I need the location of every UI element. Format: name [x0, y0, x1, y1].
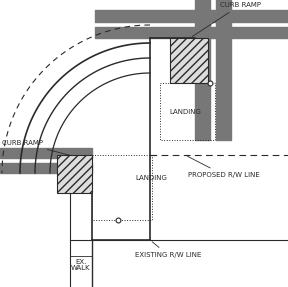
Bar: [170, 38, 208, 83]
Bar: [57, 155, 92, 193]
Text: PROPOSED R/W LINE: PROPOSED R/W LINE: [187, 156, 260, 178]
Text: CURB RAMP: CURB RAMP: [192, 2, 261, 36]
Text: LANDING: LANDING: [135, 175, 167, 181]
Text: EX.
WALK: EX. WALK: [71, 259, 91, 272]
Bar: [160, 83, 215, 140]
Bar: [92, 155, 152, 220]
Text: CURB RAMP: CURB RAMP: [2, 140, 85, 159]
Text: EXISTING R/W LINE: EXISTING R/W LINE: [135, 242, 201, 258]
Text: LANDING: LANDING: [169, 109, 201, 115]
